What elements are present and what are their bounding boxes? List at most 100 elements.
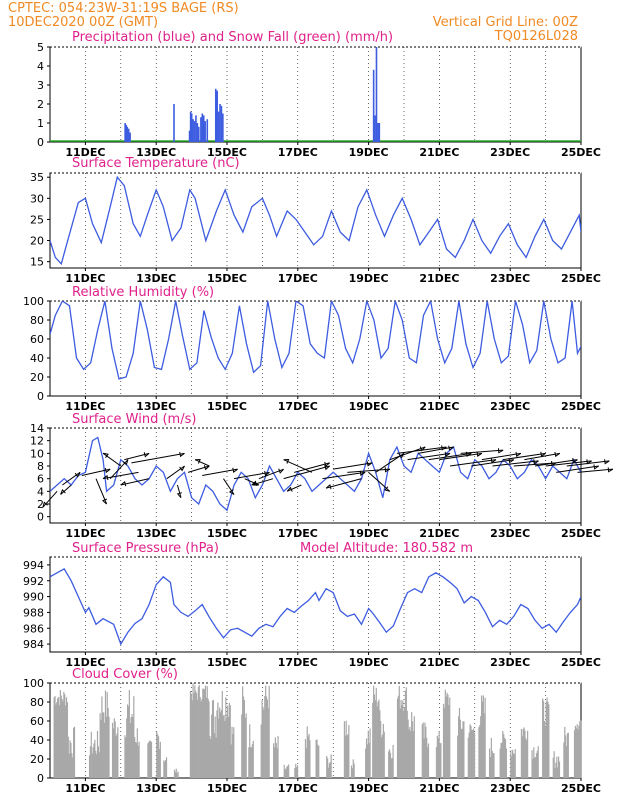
cloud-cover-bar	[222, 715, 224, 778]
cloud-cover-bar	[244, 717, 246, 778]
model-altitude-label: Model Altitude: 180.582 m	[300, 541, 473, 556]
cloud-cover-bar	[471, 729, 473, 778]
cloud-cover-bar	[421, 724, 423, 778]
cloud-cover-bar	[504, 739, 507, 778]
cloud-cover-bar	[503, 734, 505, 778]
cloud-cover-bar	[480, 695, 483, 778]
cloud-cover-bar	[546, 697, 548, 778]
wind-arrow-head	[604, 459, 610, 465]
precip-bar	[124, 123, 126, 142]
cloud-cover-bar	[350, 765, 353, 778]
cloud-cover-bar	[128, 690, 130, 778]
wind-arrow-head	[179, 451, 185, 458]
wind-arrow-shaft	[407, 452, 451, 461]
cloud-cover-bar	[198, 684, 200, 778]
cloud-cover-bar	[194, 685, 196, 778]
cloud-cover-bar	[71, 753, 73, 778]
cloud-cover-bar	[60, 695, 62, 778]
pressure-x-tick-label: 11DEC	[65, 656, 105, 669]
pressure-x-tick-label: 23DEC	[490, 656, 530, 669]
pressure-x-tick-label: 13DEC	[136, 656, 176, 669]
cloud-cover-bar	[489, 756, 492, 778]
wind-arrow-shaft	[286, 484, 302, 492]
cloud-cover-bar	[448, 704, 450, 778]
cloud-x-tick-label: 15DEC	[207, 782, 247, 795]
cloud-cover-bar	[443, 707, 446, 778]
precip-x-tick-label: 25DEC	[561, 146, 601, 159]
cloud-cover-bar	[326, 755, 328, 778]
cloud-cover-bar	[383, 731, 385, 778]
cloud-cover-bar	[380, 737, 383, 778]
cloud-cover-bar	[427, 743, 430, 778]
cloud-cover-bar	[457, 716, 460, 778]
cloud-cover-bar	[520, 729, 523, 778]
cloud-cover-bar	[65, 705, 67, 778]
cloud-y-tick-label: 100	[23, 677, 44, 690]
cloud-cover-bar	[525, 738, 527, 778]
cloud-cover-bar	[241, 714, 243, 778]
precip-y-tick-label: 3	[37, 79, 44, 92]
cloud-cover-bar	[124, 735, 126, 778]
cloud-cover-bar	[351, 768, 353, 778]
cloud-cover-bar	[367, 730, 369, 778]
cloud-cover-bar	[158, 748, 161, 778]
cloud-cover-bar	[542, 700, 545, 778]
cloud-cover-bar	[252, 740, 254, 778]
cloud-cover-bar	[229, 705, 231, 778]
cloud-cover-bar	[553, 751, 555, 778]
cloud-cover-bar	[389, 752, 392, 778]
cloud-cover-bar	[458, 708, 461, 778]
cloud-cover-bar	[579, 721, 581, 778]
wind-arrow-head	[42, 501, 48, 508]
cloud-cover-bar	[231, 726, 233, 778]
pressure-x-tick-label: 25DEC	[561, 656, 601, 669]
precip-x-tick-label: 21DEC	[419, 146, 459, 159]
cloud-cover-bar	[532, 758, 534, 778]
pressure-y-tick-label: 990	[23, 591, 44, 604]
cloud-cover-bar	[219, 707, 221, 778]
cloud-cover-bar	[482, 695, 484, 778]
cloud-cover-bar	[285, 768, 287, 778]
temperature-x-tick-label: 25DEC	[561, 272, 601, 285]
cloud-cover-bar	[190, 693, 192, 778]
cloud-x-tick-label: 19DEC	[349, 782, 389, 795]
wind-y-tick-label: 14	[30, 422, 44, 435]
precip-bar	[378, 123, 381, 142]
wind-arrow-shaft	[42, 491, 58, 508]
cloud-cover-bar	[534, 757, 536, 778]
precip-y-tick-label: 1	[37, 117, 44, 130]
cloud-cover-bar	[224, 720, 226, 778]
cloud-x-tick-label: 13DEC	[136, 782, 176, 795]
wind-panel-frame	[49, 427, 582, 524]
precip-bar	[219, 104, 221, 142]
wind-arrow-shaft	[102, 452, 122, 467]
cloud-cover-bar	[273, 743, 275, 778]
cloud-cover-bar	[502, 730, 504, 778]
temperature-x-tick-label: 15DEC	[207, 272, 247, 285]
cloud-cover-bar	[317, 744, 319, 778]
wind-arrow-head	[104, 467, 111, 474]
cloud-cover-bar	[210, 739, 212, 778]
cloud-cover-bar	[55, 704, 57, 778]
cloud-cover-bar	[580, 720, 582, 778]
wind-arrow-shaft	[481, 452, 521, 461]
humidity-series-line	[50, 301, 581, 380]
cloud-cover-bar	[112, 728, 115, 778]
cloud-cover-bar	[439, 744, 441, 778]
cloud-cover-bar	[192, 683, 194, 778]
cloud-cover-bar	[72, 757, 74, 778]
cloud-cover-bar	[403, 710, 405, 778]
cloud-cover-bar	[375, 687, 377, 778]
cloud-cover-bar	[479, 725, 481, 778]
precip-bar	[201, 113, 204, 142]
wind-arrow-shaft	[566, 460, 610, 467]
cloud-cover-bar	[573, 730, 576, 778]
cloud-panel-title: Cloud Cover (%)	[72, 667, 178, 682]
cloud-cover-bar	[522, 728, 524, 778]
cloud-cover-bar	[101, 696, 103, 778]
cloud-cover-bar	[376, 706, 378, 778]
cloud-cover-bar	[510, 750, 512, 778]
cloud-cover-bar	[478, 727, 480, 778]
cloud-cover-bar	[500, 742, 502, 778]
cloud-cover-bar	[305, 747, 307, 778]
